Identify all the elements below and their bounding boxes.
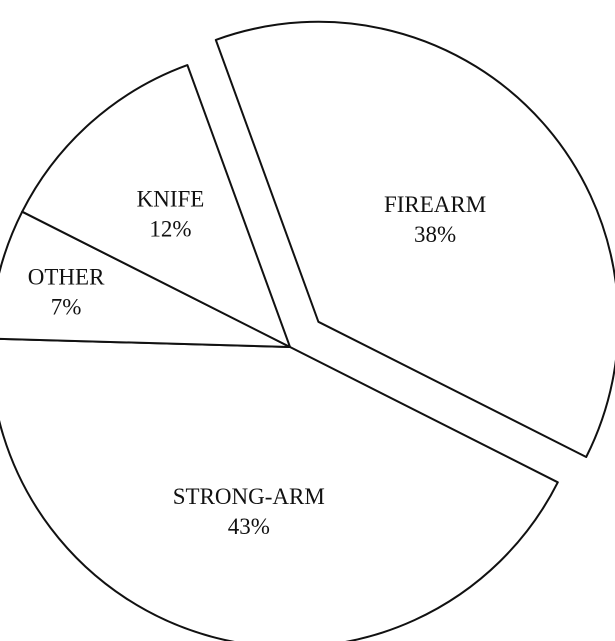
- slice-firearm: [214, 20, 615, 458]
- slice-other: [0, 210, 291, 348]
- labels-layer: FIREARM 38% STRONG-ARM 43% OTHER 7% KNIFE 12%: [28, 186, 486, 539]
- slice-label-knife: KNIFE: [137, 186, 205, 211]
- slice-value-other: 7%: [51, 294, 82, 319]
- slice-label-firearm: FIREARM: [384, 192, 486, 217]
- slice-label-other: OTHER: [28, 264, 105, 289]
- slice-value-firearm: 38%: [414, 222, 456, 247]
- slice-value-strong-arm: 43%: [228, 514, 270, 539]
- slices-layer: [0, 20, 615, 641]
- slice-value-knife: 12%: [149, 216, 191, 241]
- slice-label-strong-arm: STRONG-ARM: [173, 484, 325, 509]
- slice-strong-arm: [0, 337, 559, 641]
- slice-knife: [21, 64, 291, 348]
